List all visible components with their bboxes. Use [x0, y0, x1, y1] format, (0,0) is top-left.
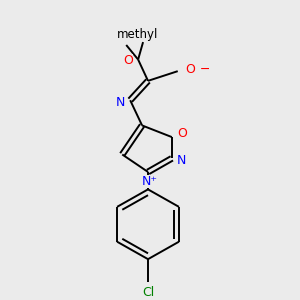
Text: O: O: [177, 127, 187, 140]
Text: Cl: Cl: [142, 286, 154, 298]
Text: N: N: [177, 154, 186, 167]
Text: O −: O −: [186, 63, 210, 76]
Text: N: N: [116, 96, 125, 109]
Text: N⁺: N⁺: [142, 175, 158, 188]
Text: O: O: [123, 54, 133, 67]
Text: methyl: methyl: [116, 28, 158, 41]
